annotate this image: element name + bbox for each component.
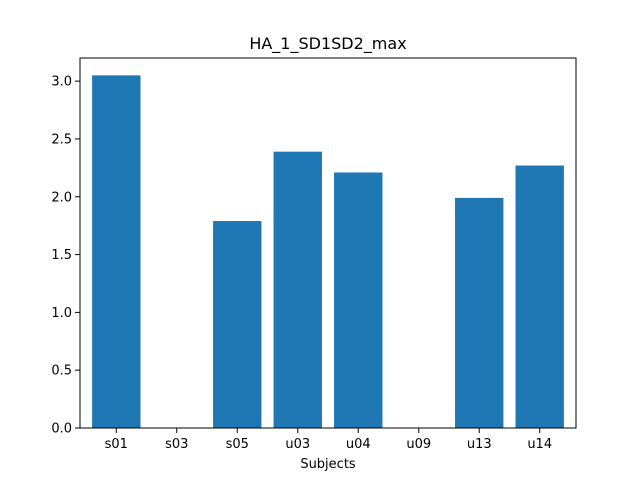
y-tick-label: 2.5 bbox=[51, 132, 72, 147]
y-tick-label: 1.5 bbox=[51, 248, 72, 263]
bar-s05 bbox=[213, 221, 262, 428]
bar-u03 bbox=[273, 151, 322, 428]
x-tick-label: u14 bbox=[527, 437, 552, 452]
bar-u13 bbox=[455, 197, 504, 428]
x-tick-label: u09 bbox=[406, 437, 431, 452]
bar-s01 bbox=[92, 75, 141, 428]
bar-u14 bbox=[515, 165, 564, 428]
y-tick-label: 1.0 bbox=[51, 306, 72, 321]
y-axis-ticks: 0.0 0.5 1.0 1.5 2.0 2.5 3.0 bbox=[51, 75, 80, 437]
x-tick-label: s05 bbox=[226, 437, 249, 452]
chart-title: HA_1_SD1SD2_max bbox=[249, 34, 406, 54]
x-tick-label: s01 bbox=[105, 437, 128, 452]
x-tick-label: u04 bbox=[346, 437, 371, 452]
y-tick-label: 2.0 bbox=[51, 190, 72, 205]
x-tick-label: u13 bbox=[467, 437, 492, 452]
x-axis-label: Subjects bbox=[300, 457, 356, 472]
x-tick-label: u03 bbox=[285, 437, 310, 452]
bar-u04 bbox=[334, 172, 383, 428]
y-tick-label: 0.0 bbox=[51, 422, 72, 437]
bars-group bbox=[92, 75, 564, 428]
plot-frame bbox=[79, 57, 577, 429]
x-axis-ticks: s01 s03 s05 u03 u04 u09 u13 u14 bbox=[105, 428, 552, 452]
y-tick-label: 0.5 bbox=[51, 364, 72, 379]
y-tick-label: 3.0 bbox=[51, 75, 72, 90]
x-tick-label: s03 bbox=[165, 437, 188, 452]
